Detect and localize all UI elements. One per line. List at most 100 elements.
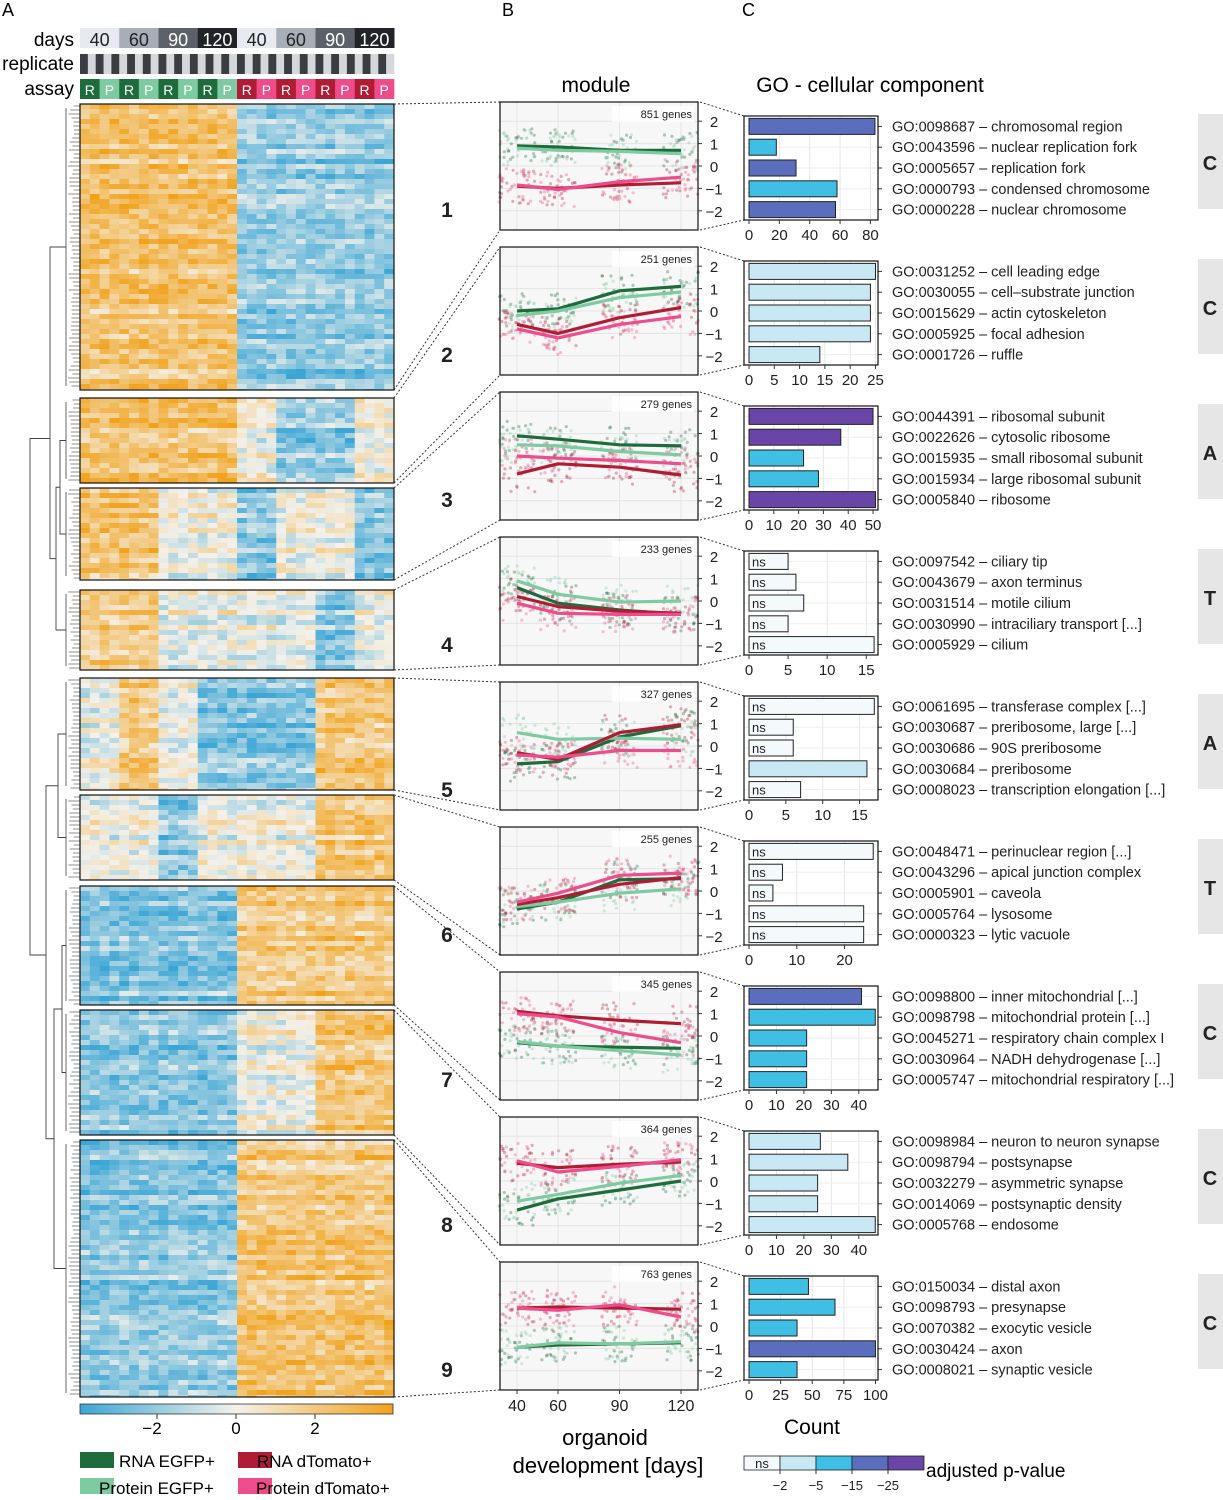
heatmap-cell [158,319,169,325]
heatmap-cell [148,354,159,360]
heatmap-cell [207,665,218,671]
heatmap-cell [354,573,365,579]
heatmap-cell [266,418,277,424]
heatmap-cell [89,590,101,596]
heatmap-cell [266,423,277,429]
heatmap-cell [237,374,248,380]
heatmap-cell [197,423,208,429]
heatmap-cell [119,179,130,185]
heatmap-cell [266,615,277,621]
assay-cell [99,79,120,99]
heatmap-cell [168,289,179,295]
heatmap-cell [325,339,336,345]
heatmap-cell [266,374,277,380]
heatmap-cell [99,518,110,524]
heatmap-cell [237,169,248,175]
heatmap-cell [325,129,336,135]
heatmap-cell [197,573,208,579]
heatmap-cell [364,109,375,115]
heatmap-cell [344,214,356,220]
heatmap-cell [187,359,199,365]
heatmap-cell [354,493,365,499]
heatmap-cell [364,379,375,385]
heatmap-cell [237,229,248,235]
replicate-cell [158,54,167,74]
heatmap-cell [99,748,110,754]
heatmap-cell [217,503,228,509]
heatmap-cell [148,329,159,335]
heatmap-cell [129,468,140,474]
heatmap-cell [364,595,375,601]
heatmap-cell [246,329,258,335]
heatmap-cell [246,563,258,569]
heatmap-cell [266,655,277,661]
heatmap-cell [295,630,307,636]
heatmap-cell [89,369,101,375]
heatmap-cell [80,294,91,300]
heatmap-cell [305,184,316,190]
heatmap-cell [217,610,228,616]
heatmap-cell [207,738,218,744]
heatmap-cell [80,134,91,140]
heatmap-cell [227,805,238,811]
heatmap-cell [178,284,189,290]
heatmap-cell [364,254,375,260]
heatmap-cell [246,179,258,185]
heatmap-cell [138,590,150,596]
heatmap-cell [246,538,258,544]
heatmap-cell [325,139,336,145]
heatmap-cell [197,189,208,195]
heatmap-cell [335,169,346,175]
heatmap-cell [295,473,307,479]
heatmap-cell [246,683,258,689]
heatmap-cell [178,114,189,120]
heatmap-cell [138,279,150,285]
heatmap-cell [187,164,199,170]
heatmap-cell [178,164,189,170]
heatmap-cell [187,773,199,779]
heatmap-cell [129,179,140,185]
heatmap-cell [354,204,365,210]
heatmap-cell [129,640,140,646]
heatmap-cell [207,244,218,250]
heatmap-cell [168,660,179,666]
heatmap-cell [119,753,130,759]
replicate-cell [134,54,144,74]
heatmap-cell [207,209,218,215]
heatmap-cell [276,204,287,210]
heatmap-cell [109,473,120,479]
heatmap-cell [89,493,101,499]
heatmap-cell [178,249,189,255]
heatmap-cell [364,104,375,110]
heatmap-cell [384,309,395,315]
heatmap-cell [276,299,287,305]
heatmap-cell [295,718,307,724]
heatmap-cell [266,199,277,205]
heatmap-cell [315,773,326,779]
heatmap-cell [266,438,277,444]
heatmap-cell [335,269,346,275]
heatmap-cell [148,783,159,789]
heatmap-cell [168,174,179,180]
heatmap-cell [227,418,238,424]
heatmap-cell [99,708,110,714]
heatmap-cell [158,493,169,499]
heatmap-cell [364,299,375,305]
heatmap-cell [99,693,110,699]
heatmap-cell [227,538,238,544]
heatmap-cell [344,224,356,230]
heatmap-cell [197,820,208,826]
heatmap-cell [148,703,159,709]
heatmap-cell [344,688,356,694]
heatmap-cell [276,468,287,474]
heatmap-cell [168,329,179,335]
heatmap-cell [168,620,179,626]
heatmap-cell [384,139,395,145]
heatmap-cell [109,314,120,320]
heatmap-cell [119,683,130,689]
heatmap-cell [237,615,248,621]
heatmap-cell [354,503,365,509]
heatmap-cell [99,109,110,115]
heatmap-cell [80,683,91,689]
heatmap-cell [286,773,297,779]
